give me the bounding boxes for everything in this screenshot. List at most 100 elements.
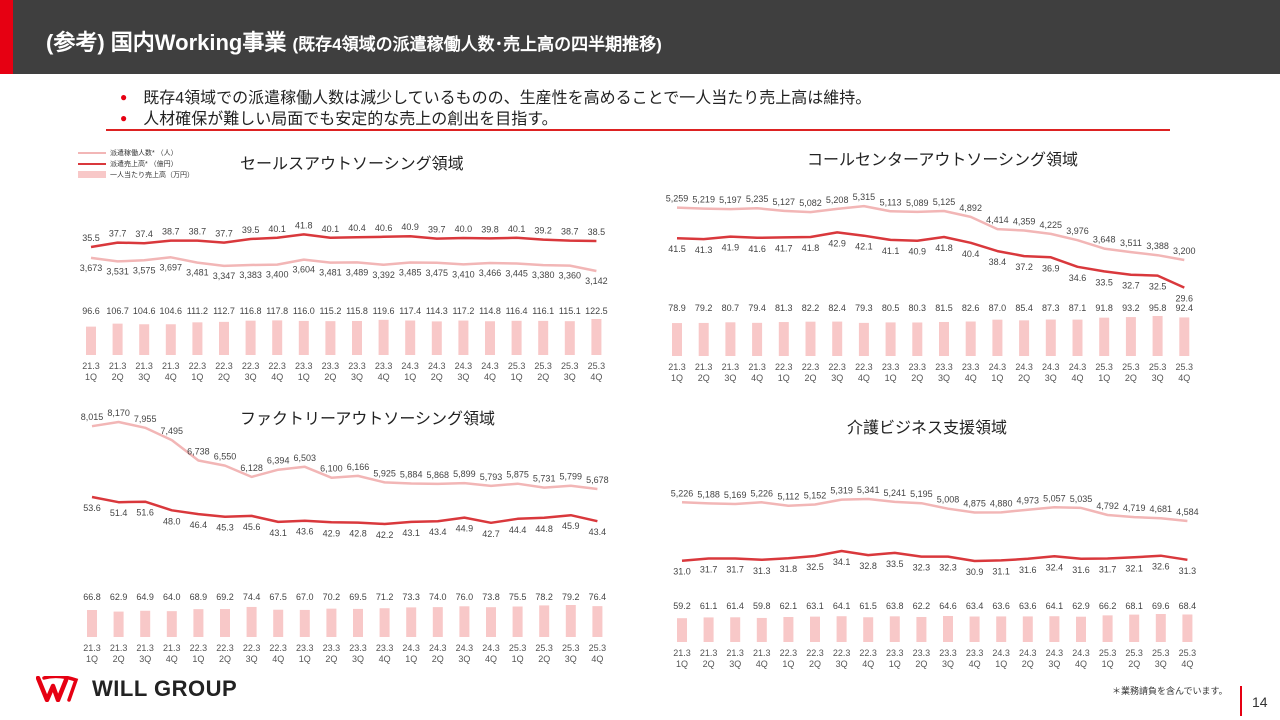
per-person-bar bbox=[912, 322, 923, 356]
headcount-label: 5,057 bbox=[1043, 493, 1066, 503]
category-label: 25.3 2Q bbox=[1125, 648, 1143, 669]
category-label: 25.3 2Q bbox=[534, 361, 552, 382]
headcount-label: 6,550 bbox=[214, 452, 237, 462]
headcount-label: 4,359 bbox=[1013, 216, 1036, 226]
headcount-label: 3,604 bbox=[293, 265, 316, 275]
headcount-label: 4,892 bbox=[959, 203, 982, 213]
category-label: 25.3 1Q bbox=[1099, 648, 1117, 669]
headcount-label: 5,899 bbox=[453, 469, 476, 479]
category-label: 22.3 4Q bbox=[268, 361, 286, 382]
sales-label: 33.5 bbox=[886, 559, 904, 569]
per-person-bar bbox=[140, 610, 151, 637]
headcount-label: 5,925 bbox=[373, 468, 396, 478]
per-person-bar bbox=[486, 607, 496, 637]
title-main: (参考) 国内Working事業 bbox=[46, 30, 287, 55]
per-person-bar bbox=[165, 324, 176, 355]
headcount-label: 3,360 bbox=[559, 271, 582, 281]
category-label: 22.3 3Q bbox=[828, 362, 846, 383]
sales-label: 40.9 bbox=[401, 222, 419, 232]
per-person-label: 69.6 bbox=[1152, 601, 1170, 611]
headcount-label: 3,392 bbox=[372, 270, 395, 280]
sales-label: 32.1 bbox=[1125, 563, 1143, 573]
sales-label: 43.1 bbox=[269, 528, 287, 538]
headcount-label: 5,319 bbox=[830, 486, 853, 496]
per-person-bar bbox=[245, 320, 256, 355]
legend-swatch bbox=[78, 162, 106, 165]
headcount-label: 3,489 bbox=[346, 267, 369, 277]
logo-text: WILL GROUP bbox=[92, 676, 238, 701]
headcount-label: 5,208 bbox=[826, 195, 849, 205]
per-person-label: 81.5 bbox=[935, 303, 953, 313]
category-label: 24.3 4Q bbox=[482, 643, 500, 664]
per-person-bar bbox=[325, 321, 336, 355]
category-label: 25.3 1Q bbox=[509, 643, 527, 664]
per-person-label: 115.2 bbox=[319, 306, 341, 316]
per-person-bar bbox=[885, 322, 896, 356]
per-person-label: 62.2 bbox=[913, 601, 931, 611]
headcount-label: 3,142 bbox=[585, 276, 608, 286]
category-label: 23.3 4Q bbox=[376, 643, 394, 664]
headcount-label: 6,128 bbox=[240, 463, 263, 473]
headcount-label: 5,089 bbox=[906, 198, 929, 208]
headcount-label: 3,485 bbox=[399, 268, 422, 278]
headcount-label: 3,347 bbox=[213, 271, 236, 281]
sales-label: 38.5 bbox=[588, 227, 606, 237]
category-label: 21.3 1Q bbox=[668, 362, 686, 383]
chart-sales-outsourcing: 96.6 106.7 104.6 104.6 111.2 112.7 116.8 117.8 1… bbox=[80, 220, 608, 382]
headcount-label: 5,082 bbox=[799, 198, 822, 208]
per-person-bar bbox=[1072, 319, 1083, 356]
category-label: 23.3 3Q bbox=[935, 362, 953, 383]
sales-label: 34.1 bbox=[833, 557, 851, 567]
sales-label: 31.7 bbox=[726, 565, 744, 575]
sales-label: 34.6 bbox=[1069, 273, 1087, 283]
headcount-line bbox=[91, 420, 598, 491]
per-person-bar bbox=[1099, 317, 1110, 356]
per-person-label: 71.2 bbox=[376, 592, 394, 602]
sales-label: 31.1 bbox=[992, 566, 1010, 576]
per-person-bar bbox=[996, 616, 1007, 642]
headcount-label: 4,719 bbox=[1123, 503, 1146, 513]
per-person-bar bbox=[166, 611, 177, 637]
chart-title-callcenter: コールセンターアウトソーシング領域 bbox=[807, 152, 1079, 169]
per-person-bar bbox=[1102, 615, 1113, 642]
per-person-bar bbox=[352, 320, 362, 355]
per-person-bar bbox=[889, 616, 900, 642]
per-person-label: 59.2 bbox=[673, 601, 691, 611]
per-person-label: 106.7 bbox=[106, 306, 129, 316]
headcount-label: 3,380 bbox=[532, 270, 555, 280]
headcount-label: 6,166 bbox=[347, 462, 370, 472]
headcount-label: 5,219 bbox=[692, 195, 715, 205]
headcount-label: 5,008 bbox=[937, 495, 960, 505]
sales-label: 38.7 bbox=[561, 227, 579, 237]
per-person-label: 116.8 bbox=[240, 306, 262, 316]
headcount-label: 8,015 bbox=[81, 412, 104, 422]
per-person-bar bbox=[86, 326, 96, 355]
sales-label: 53.6 bbox=[83, 503, 101, 513]
sales-label: 40.6 bbox=[375, 223, 393, 233]
sales-label: 46.4 bbox=[190, 520, 208, 530]
sales-label: 45.3 bbox=[216, 523, 234, 533]
per-person-bar bbox=[725, 322, 736, 356]
chart-care-business: 59.2 61.1 61.4 59.8 62.1 63.1 64.1 61.5 63.8 62.2… bbox=[671, 485, 1199, 669]
per-person-label: 82.2 bbox=[802, 303, 820, 313]
headcount-label: 5,875 bbox=[506, 470, 529, 480]
per-person-bar bbox=[432, 607, 443, 637]
per-person-bar bbox=[1076, 616, 1086, 642]
category-label: 22.3 2Q bbox=[806, 648, 824, 669]
per-person-label: 119.6 bbox=[373, 306, 395, 316]
headcount-label: 5,127 bbox=[773, 197, 796, 207]
headcount-label: 3,481 bbox=[319, 268, 342, 278]
per-person-label: 69.5 bbox=[349, 592, 367, 602]
category-label: 22.3 2Q bbox=[216, 643, 234, 664]
sales-label: 45.6 bbox=[243, 522, 261, 532]
chart-title-factory: ファクトリーアウトソーシング領域 bbox=[240, 411, 496, 428]
per-person-bar bbox=[326, 608, 337, 637]
headcount-label: 5,341 bbox=[857, 485, 880, 495]
sales-label: 51.6 bbox=[136, 508, 154, 518]
per-person-bar bbox=[272, 320, 283, 355]
category-label: 22.3 4Q bbox=[269, 643, 287, 664]
per-person-label: 111.2 bbox=[187, 306, 208, 316]
per-person-label: 116.0 bbox=[293, 306, 315, 316]
sales-label: 48.0 bbox=[163, 516, 181, 526]
per-person-bar bbox=[916, 616, 927, 642]
